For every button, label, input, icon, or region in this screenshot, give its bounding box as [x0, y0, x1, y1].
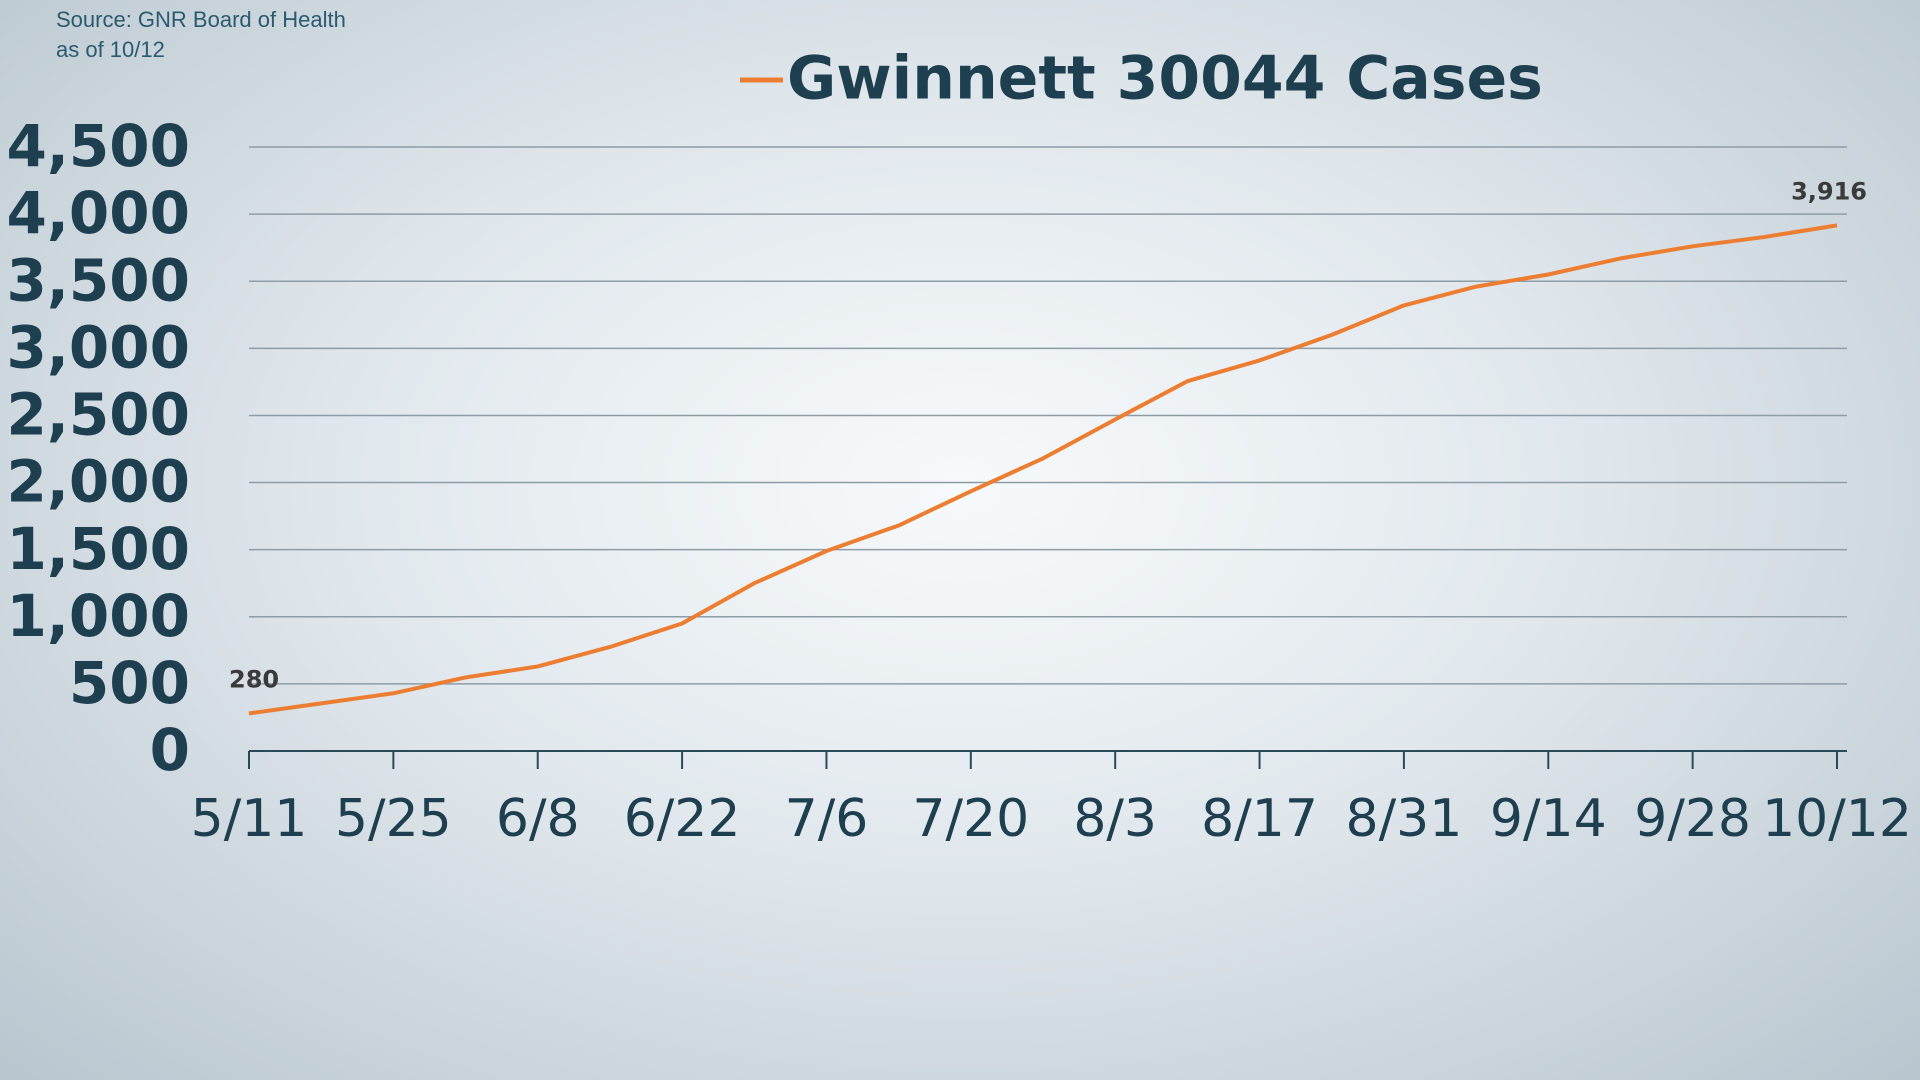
- legend-label: Gwinnett 30044 Cases: [787, 44, 1543, 114]
- x-tick-label: 5/11: [191, 789, 308, 849]
- x-tick-label: 8/17: [1201, 789, 1318, 849]
- x-tick-label: 9/14: [1490, 789, 1607, 849]
- y-tick-label: 3,500: [7, 246, 190, 314]
- x-tick-label: 7/20: [912, 789, 1029, 849]
- x-tick-label: 10/12: [1762, 789, 1912, 849]
- data-label: 3,916: [1791, 177, 1867, 205]
- x-tick-label: 8/31: [1346, 789, 1463, 849]
- source-line: as of 10/12: [56, 37, 165, 62]
- y-tick-label: 4,500: [7, 112, 190, 180]
- y-tick-label: 0: [150, 716, 190, 784]
- y-tick-label: 2,000: [7, 448, 190, 516]
- y-tick-label: 500: [69, 649, 190, 717]
- y-tick-label: 1,000: [7, 582, 190, 650]
- source-line: Source: GNR Board of Health: [56, 7, 346, 32]
- y-tick-label: 4,000: [7, 179, 190, 247]
- y-tick-label: 1,500: [7, 515, 190, 583]
- x-tick-label: 7/6: [785, 789, 869, 849]
- x-tick-label: 8/3: [1073, 789, 1157, 849]
- data-label: 280: [229, 665, 279, 693]
- y-tick-label: 3,000: [7, 313, 190, 381]
- x-tick-label: 5/25: [335, 789, 452, 849]
- x-tick-label: 9/28: [1634, 789, 1751, 849]
- y-tick-label: 2,500: [7, 381, 190, 449]
- x-tick-label: 6/22: [624, 789, 741, 849]
- series-line: [248, 223, 1838, 716]
- x-tick-label: 6/8: [496, 789, 580, 849]
